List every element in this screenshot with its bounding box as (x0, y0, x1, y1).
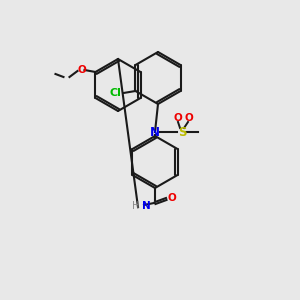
Text: O: O (77, 65, 86, 75)
Text: Cl: Cl (110, 88, 122, 98)
Text: H: H (132, 201, 139, 211)
Text: O: O (168, 193, 176, 203)
Text: O: O (184, 113, 194, 123)
Text: S: S (178, 125, 186, 139)
Text: N: N (142, 201, 151, 211)
Text: O: O (174, 113, 182, 123)
Text: N: N (150, 125, 160, 139)
